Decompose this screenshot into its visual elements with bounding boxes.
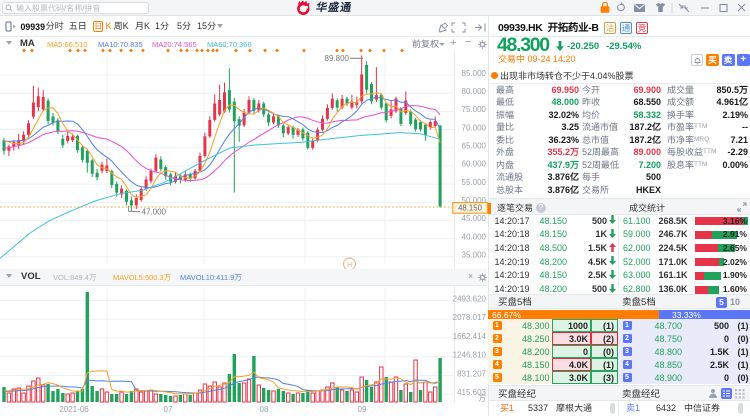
svg-text:08: 08 <box>260 405 269 414</box>
svg-text:2021-06: 2021-06 <box>59 405 89 414</box>
svg-text:831.207: 831.207 <box>457 369 486 378</box>
svg-text:2078.017: 2078.017 <box>453 313 487 322</box>
svg-text:H: H <box>347 262 352 269</box>
svg-text:80.000: 80.000 <box>462 87 487 96</box>
svg-text:75.000: 75.000 <box>462 105 487 114</box>
svg-text:47.000: 47.000 <box>142 208 167 217</box>
svg-text:415.603: 415.603 <box>457 388 486 397</box>
svg-text:50.000: 50.000 <box>462 196 487 205</box>
svg-text:55.000: 55.000 <box>462 178 487 187</box>
svg-text:45.000: 45.000 <box>462 214 487 223</box>
svg-text:35.000: 35.000 <box>462 251 487 260</box>
svg-text:万: 万 <box>478 394 486 403</box>
svg-text:2493.620: 2493.620 <box>453 294 487 303</box>
svg-text:60.000: 60.000 <box>462 160 487 169</box>
svg-text:09: 09 <box>358 405 367 414</box>
svg-text:85.000: 85.000 <box>462 69 487 78</box>
svg-text:48.150: 48.150 <box>458 204 483 213</box>
svg-text:1246.810: 1246.810 <box>453 351 487 360</box>
svg-text:70.000: 70.000 <box>462 123 487 132</box>
svg-text:07: 07 <box>164 405 173 414</box>
svg-text:89.800: 89.800 <box>325 54 350 63</box>
svg-text:1662.414: 1662.414 <box>453 332 487 341</box>
svg-text:40.000: 40.000 <box>462 232 487 241</box>
svg-text:65.000: 65.000 <box>462 142 487 151</box>
